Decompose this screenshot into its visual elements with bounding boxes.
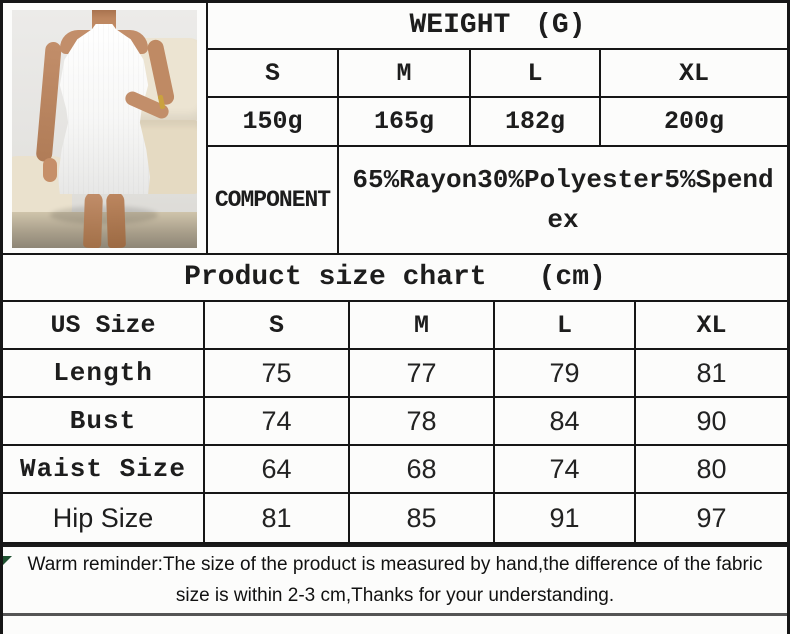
col-header-l: L — [495, 302, 636, 348]
size-header-xl: XL — [678, 58, 709, 88]
model-left-leg — [83, 191, 103, 248]
warm-reminder-text: Warm reminder:The size of the product is… — [27, 554, 763, 606]
figure-shadow — [50, 206, 158, 224]
weight-table-size-header: S M L XL — [208, 50, 787, 98]
length-m: 77 — [350, 350, 495, 396]
weight-value-xl: 200g — [663, 107, 724, 136]
weight-table-values: 150g 165g 182g 200g — [208, 98, 787, 147]
size-chart-title-row: Product size chart (cm) — [3, 255, 787, 302]
table-row-waist: Waist Size 64 68 74 80 — [3, 446, 787, 494]
model-right-leg — [106, 191, 126, 248]
hip-xl: 97 — [696, 502, 727, 533]
waist-s: 64 — [205, 446, 350, 492]
component-value-text: 65%Rayon30%Polyester5%Spendex — [352, 164, 774, 235]
component-label: COMPONENT — [208, 147, 339, 253]
size-header-s: S — [208, 50, 339, 96]
size-chart-title: Product size chart — [184, 262, 487, 293]
size-table-header-row: US Size S M L XL — [3, 302, 787, 350]
component-value: 65%Rayon30%Polyester5%Spendex — [339, 147, 787, 253]
bust-s: 74 — [205, 398, 350, 444]
top-section: WEIGHT (G) S M L XL 150g 165g 182g 200g … — [3, 3, 787, 255]
row-label-length: Length — [3, 350, 205, 396]
sofa-seat-front — [12, 212, 197, 248]
model-left-arm — [35, 41, 62, 163]
product-photo-cell — [3, 3, 208, 253]
size-header-l: L — [471, 50, 601, 96]
size-table: US Size S M L XL Length 75 77 79 81 Bust… — [3, 302, 787, 544]
hip-l: 91 — [495, 494, 636, 542]
col-header-m: M — [350, 302, 495, 348]
weight-value-s: 150g — [208, 98, 339, 145]
bust-m: 78 — [350, 398, 495, 444]
weight-value-m: 165g — [339, 98, 471, 145]
table-row-hip: Hip Size 81 85 91 97 — [3, 494, 787, 542]
length-s: 75 — [205, 350, 350, 396]
bust-l: 84 — [495, 398, 636, 444]
green-corner-artifact — [3, 556, 12, 565]
weight-value-l: 182g — [471, 98, 601, 145]
size-chart-unit: (cm) — [538, 262, 606, 293]
hip-s: 81 — [205, 494, 350, 542]
bust-xl: 90 — [696, 405, 727, 436]
row-label-hip-size: Hip Size — [3, 494, 205, 542]
row-label-waist-size: Waist Size — [3, 446, 205, 492]
length-l: 79 — [495, 350, 636, 396]
table-row-bust: Bust 74 78 84 90 — [3, 398, 787, 446]
model-left-hand — [43, 158, 57, 182]
weight-table-title: WEIGHT (G) — [208, 3, 787, 50]
white-bodycon-dress — [58, 24, 150, 194]
waist-l: 74 — [495, 446, 636, 492]
product-photo — [12, 10, 197, 248]
col-header-xl: XL — [696, 310, 727, 340]
weight-table: WEIGHT (G) S M L XL 150g 165g 182g 200g … — [208, 3, 787, 253]
size-header-m: M — [339, 50, 471, 96]
component-row: COMPONENT 65%Rayon30%Polyester5%Spendex — [208, 147, 787, 253]
col-header-us-size: US Size — [3, 302, 205, 348]
length-xl: 81 — [696, 357, 727, 388]
row-label-bust: Bust — [3, 398, 205, 444]
col-header-s: S — [205, 302, 350, 348]
table-row-length: Length 75 77 79 81 — [3, 350, 787, 398]
hip-m: 85 — [350, 494, 495, 542]
waist-xl: 80 — [696, 453, 727, 484]
waist-m: 68 — [350, 446, 495, 492]
warm-reminder-box: Warm reminder:The size of the product is… — [3, 544, 787, 616]
